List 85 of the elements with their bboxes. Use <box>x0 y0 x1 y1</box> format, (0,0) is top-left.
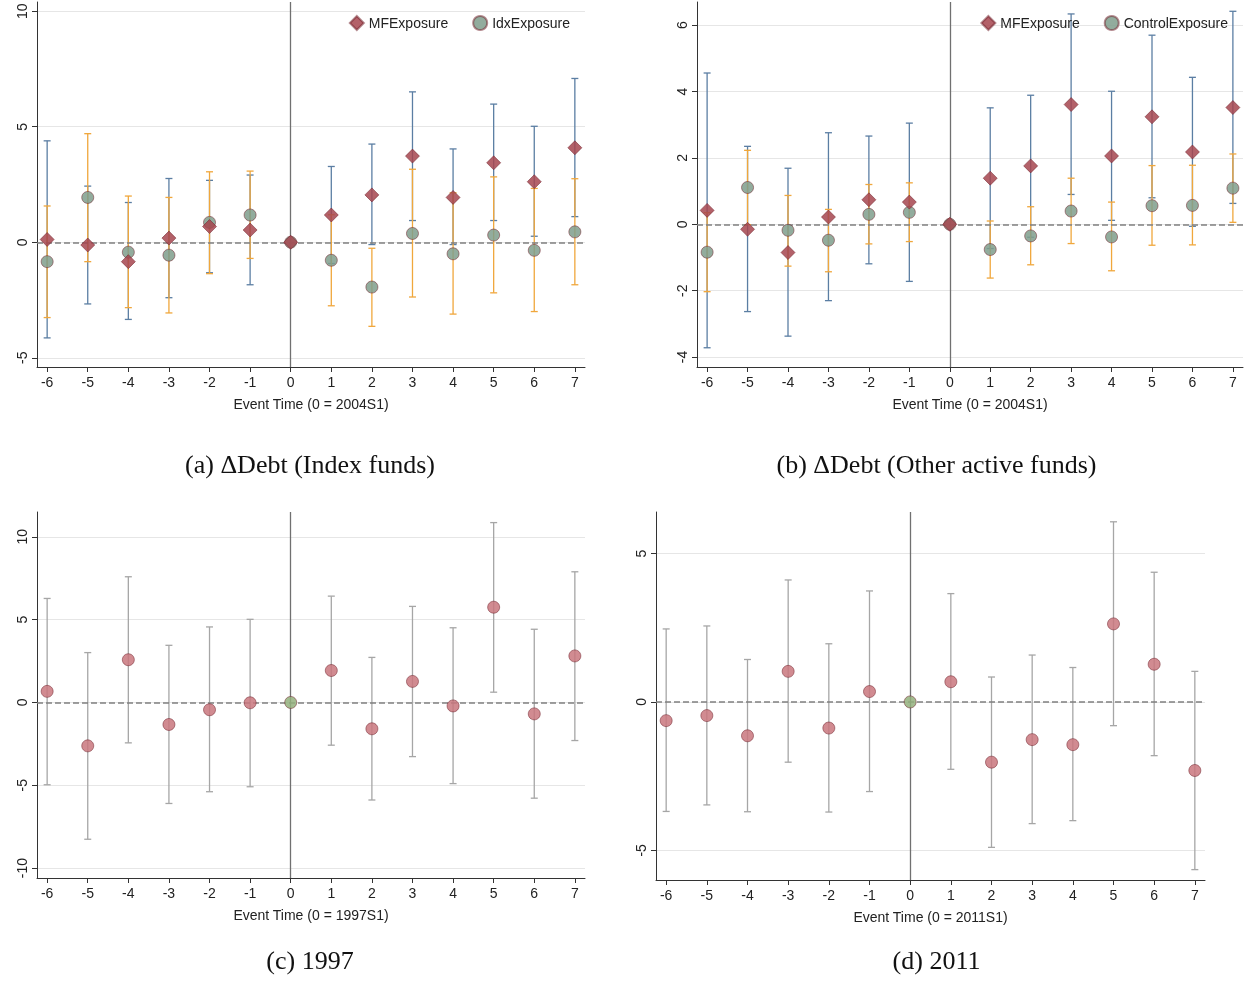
x-tick-label: 6 <box>530 374 539 390</box>
y-tick-label: -5 <box>14 778 30 792</box>
x-tick-label: -1 <box>243 885 257 901</box>
x-axis-title: Event Time (0 = 2004S1) <box>892 396 1048 412</box>
x-tick-label: 6 <box>1150 887 1159 903</box>
x-tick-label: 1 <box>327 885 336 901</box>
y-tick-label: 5 <box>14 615 30 624</box>
x-tick-label: 5 <box>1148 374 1157 390</box>
y-tick-label: -2 <box>674 284 690 297</box>
x-axis-title: Event Time (0 = 2011S1) <box>853 909 1008 925</box>
x-tick-label: -5 <box>81 374 95 390</box>
y-tick-label: -5 <box>14 351 30 364</box>
x-tick-label: 6 <box>1188 374 1197 390</box>
x-tick-label: -4 <box>781 374 795 390</box>
x-tick-label: 2 <box>367 885 376 901</box>
text: (b) ΔDebt (Other active funds) <box>776 449 1097 479</box>
x-tick-label: 5 <box>1109 887 1118 903</box>
legend-label: ControlExposure <box>1123 15 1229 31</box>
x-tick-label: 4 <box>449 885 458 901</box>
x-tick-label: 0 <box>286 374 295 390</box>
x-tick-label: 1 <box>986 374 995 390</box>
x-tick-label: 0 <box>906 887 915 903</box>
text: (d) 2011 <box>892 945 981 975</box>
x-tick-label: 7 <box>1190 887 1199 903</box>
x-tick-label: 2 <box>1026 374 1035 390</box>
x-tick-label: 5 <box>489 885 498 901</box>
x-tick-label: 7 <box>1228 374 1237 390</box>
x-tick-label: 4 <box>1107 374 1116 390</box>
x-axis-title: Event Time (0 = 1997S1) <box>233 907 389 923</box>
x-tick-label: 3 <box>408 374 417 390</box>
x-tick-label: 3 <box>1067 374 1076 390</box>
x-tick-label: -5 <box>700 887 714 903</box>
y-tick-label: -5 <box>633 843 649 857</box>
text: (c) 1997 <box>266 945 354 975</box>
x-tick-label: 6 <box>530 885 539 901</box>
y-tick-label: 5 <box>633 549 649 558</box>
x-tick-label: -5 <box>81 885 95 901</box>
x-axis-title: Event Time (0 = 2004S1) <box>233 396 389 412</box>
y-tick-label: 10 <box>14 528 30 545</box>
x-tick-label: -1 <box>243 374 257 390</box>
y-tick-label: 5 <box>14 122 30 131</box>
x-tick-label: 1 <box>327 374 336 390</box>
y-tick-label: 0 <box>633 697 649 706</box>
x-tick-label: -1 <box>863 887 876 903</box>
y-tick-label: -10 <box>14 857 30 879</box>
x-tick-label: -2 <box>822 887 836 903</box>
x-tick-label: 2 <box>987 887 996 903</box>
x-tick-label: -4 <box>741 887 754 903</box>
x-tick-label: 5 <box>489 374 498 390</box>
x-tick-label: -4 <box>122 374 135 390</box>
y-tick-label: 6 <box>674 21 690 30</box>
x-tick-label: -6 <box>40 885 54 901</box>
legend-label: MFExposure <box>368 15 449 31</box>
x-tick-label: 4 <box>1068 887 1077 903</box>
x-tick-label: -4 <box>122 885 135 901</box>
x-tick-label: -3 <box>162 885 176 901</box>
x-tick-label: 3 <box>1028 887 1037 903</box>
x-tick-label: -2 <box>862 374 876 390</box>
x-tick-label: -1 <box>903 374 916 390</box>
x-tick-label: -2 <box>203 885 216 901</box>
x-tick-label: 7 <box>570 374 579 390</box>
x-tick-label: -3 <box>162 374 176 390</box>
x-tick-label: 1 <box>946 887 955 903</box>
x-tick-label: -6 <box>700 374 714 390</box>
x-tick-label: 0 <box>286 885 295 901</box>
x-tick-label: 2 <box>367 374 376 390</box>
x-tick-label: -6 <box>659 887 673 903</box>
y-tick-label: -4 <box>674 350 690 364</box>
y-tick-label: 0 <box>14 698 30 707</box>
x-tick-label: -6 <box>40 374 54 390</box>
text: (a) ΔDebt (Index funds) <box>185 449 435 479</box>
y-tick-label: 4 <box>674 87 690 96</box>
x-tick-label: 7 <box>570 885 579 901</box>
x-tick-label: -2 <box>203 374 216 390</box>
y-tick-label: 10 <box>14 3 30 20</box>
x-tick-label: 4 <box>449 374 458 390</box>
x-tick-label: 3 <box>408 885 417 901</box>
legend-label: IdxExposure <box>492 15 571 31</box>
x-tick-label: -3 <box>781 887 795 903</box>
x-tick-label: -3 <box>822 374 835 390</box>
y-tick-label: 0 <box>674 220 690 229</box>
x-tick-label: -5 <box>741 374 754 390</box>
y-tick-label: 2 <box>674 153 690 162</box>
x-tick-label: 0 <box>945 374 954 390</box>
y-tick-label: 0 <box>14 238 30 247</box>
